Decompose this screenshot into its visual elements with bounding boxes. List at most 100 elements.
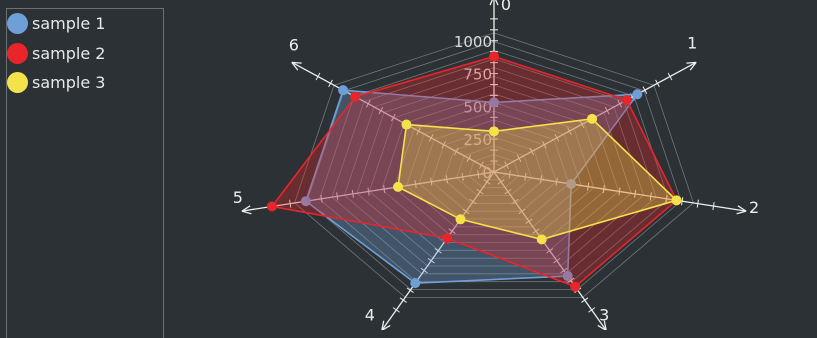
axis-tick [336, 192, 339, 201]
axis-tick [469, 198, 477, 205]
legend-item-sample-2: sample 2 [7, 41, 105, 65]
radial-tick-label: 750 [463, 66, 492, 84]
axis-tick [532, 228, 540, 234]
axis-tick [560, 267, 568, 274]
data-point-sample-3-axis-3 [536, 234, 547, 245]
series-area-sample-3 [397, 117, 679, 241]
radial-tick-label: 0 [482, 164, 492, 182]
radial-tick-label: 500 [463, 98, 492, 116]
axis-tick [529, 147, 535, 156]
data-point-sample-2-axis-1 [621, 94, 632, 105]
data-point-sample-2-axis-3 [570, 281, 581, 292]
axis-label-2: 2 [749, 198, 759, 217]
axis-tick [581, 297, 589, 303]
data-point-sample-1-axis-4 [410, 278, 421, 289]
axis-tick [479, 161, 484, 169]
grid-ring [319, 49, 669, 283]
axis-tick [554, 134, 560, 142]
axis-tick [406, 287, 414, 293]
axis-tick [524, 172, 527, 181]
axis-tick [391, 113, 396, 122]
legend-swatch-sample-2 [7, 42, 28, 64]
axis-tick [567, 127, 572, 135]
axis-tick [539, 175, 543, 184]
axis-label-1: 1 [687, 33, 697, 52]
grid-ring [468, 154, 520, 189]
axis-tick [315, 72, 321, 81]
data-point-sample-1-axis-6 [338, 85, 349, 96]
data-point-sample-1-axis-2 [566, 178, 577, 189]
axis-tick [667, 72, 673, 81]
data-point-sample-3-axis-6 [401, 119, 412, 130]
grid-ring [294, 32, 694, 298]
grid-ring [393, 102, 595, 236]
axis-tick [351, 189, 354, 198]
grid-ring [481, 162, 507, 181]
axis-tick [448, 228, 456, 234]
data-point-sample-2-axis-6 [350, 91, 361, 102]
axis-label-0: 0 [501, 0, 511, 14]
grid-ring [418, 119, 570, 220]
axis-tick [416, 127, 421, 135]
grid-ring [431, 128, 557, 212]
axis-tick [461, 172, 464, 181]
radar-chart: 0 1 2 3 4 5 6 0 250 500 750 1000 [233, 0, 759, 330]
data-point-sample-1-axis-0 [489, 97, 499, 108]
grid-ring [443, 136, 545, 204]
axis-arrowhead [291, 61, 302, 71]
data-point-sample-2-axis-0 [489, 51, 499, 62]
axis-tick [602, 185, 605, 194]
axis-tick [428, 134, 434, 142]
axis-tick [567, 277, 575, 284]
axis-tick [618, 187, 621, 196]
data-point-sample-1-axis-1 [632, 89, 643, 100]
legend-swatch-sample-3 [7, 71, 28, 93]
axis-tick [430, 177, 433, 186]
axis-tick [546, 248, 554, 254]
axis-tick [586, 182, 590, 191]
axis-tick [696, 199, 699, 208]
axis-tick [511, 198, 519, 205]
data-point-sample-2-axis-4 [442, 233, 453, 244]
axis-tick [477, 170, 480, 179]
axis-spoke [241, 171, 495, 212]
data-point-sample-3-axis-4 [455, 214, 466, 225]
data-point-sample-3-axis-1 [587, 113, 598, 124]
axis-tick [541, 140, 547, 149]
axis-arrowhead [241, 205, 252, 215]
axis-tick [504, 161, 509, 169]
axis-tick [466, 154, 472, 163]
grid-ring [331, 58, 657, 275]
axis-tick [642, 86, 648, 94]
axis-tick [383, 185, 386, 194]
axis-tick [367, 187, 370, 196]
axis-tick [497, 179, 505, 185]
axis-tick [328, 79, 333, 88]
axis-tick [399, 297, 407, 303]
axis-tick [588, 307, 596, 313]
legend-item-sample-3: sample 3 [7, 70, 105, 94]
data-point-sample-2-axis-5 [266, 201, 277, 212]
axis-label-6: 6 [289, 35, 299, 54]
axis-tick [604, 106, 610, 115]
axis-tick [453, 147, 459, 156]
data-point-sample-3-axis-2 [671, 195, 682, 206]
legend-item-sample-1: sample 1 [7, 11, 105, 35]
axis-tick [579, 120, 585, 129]
axis-tick [518, 208, 526, 215]
axis-tick [392, 307, 400, 313]
grid-ring [356, 75, 632, 259]
axis-arrowhead [736, 205, 747, 215]
axis-tick [516, 154, 522, 163]
axis-tick [504, 188, 512, 195]
axis-tick [634, 189, 637, 198]
axis-tick [508, 170, 511, 179]
legend-label-sample-2: sample 2 [32, 43, 106, 63]
axis-arrowhead [686, 61, 697, 71]
axis-spoke [493, 171, 747, 212]
data-point-sample-1-axis-5 [300, 196, 311, 207]
axis-tick [525, 218, 533, 224]
grid-ring [368, 84, 620, 251]
radial-tick-label: 250 [463, 131, 492, 149]
axis-spoke [291, 61, 495, 173]
